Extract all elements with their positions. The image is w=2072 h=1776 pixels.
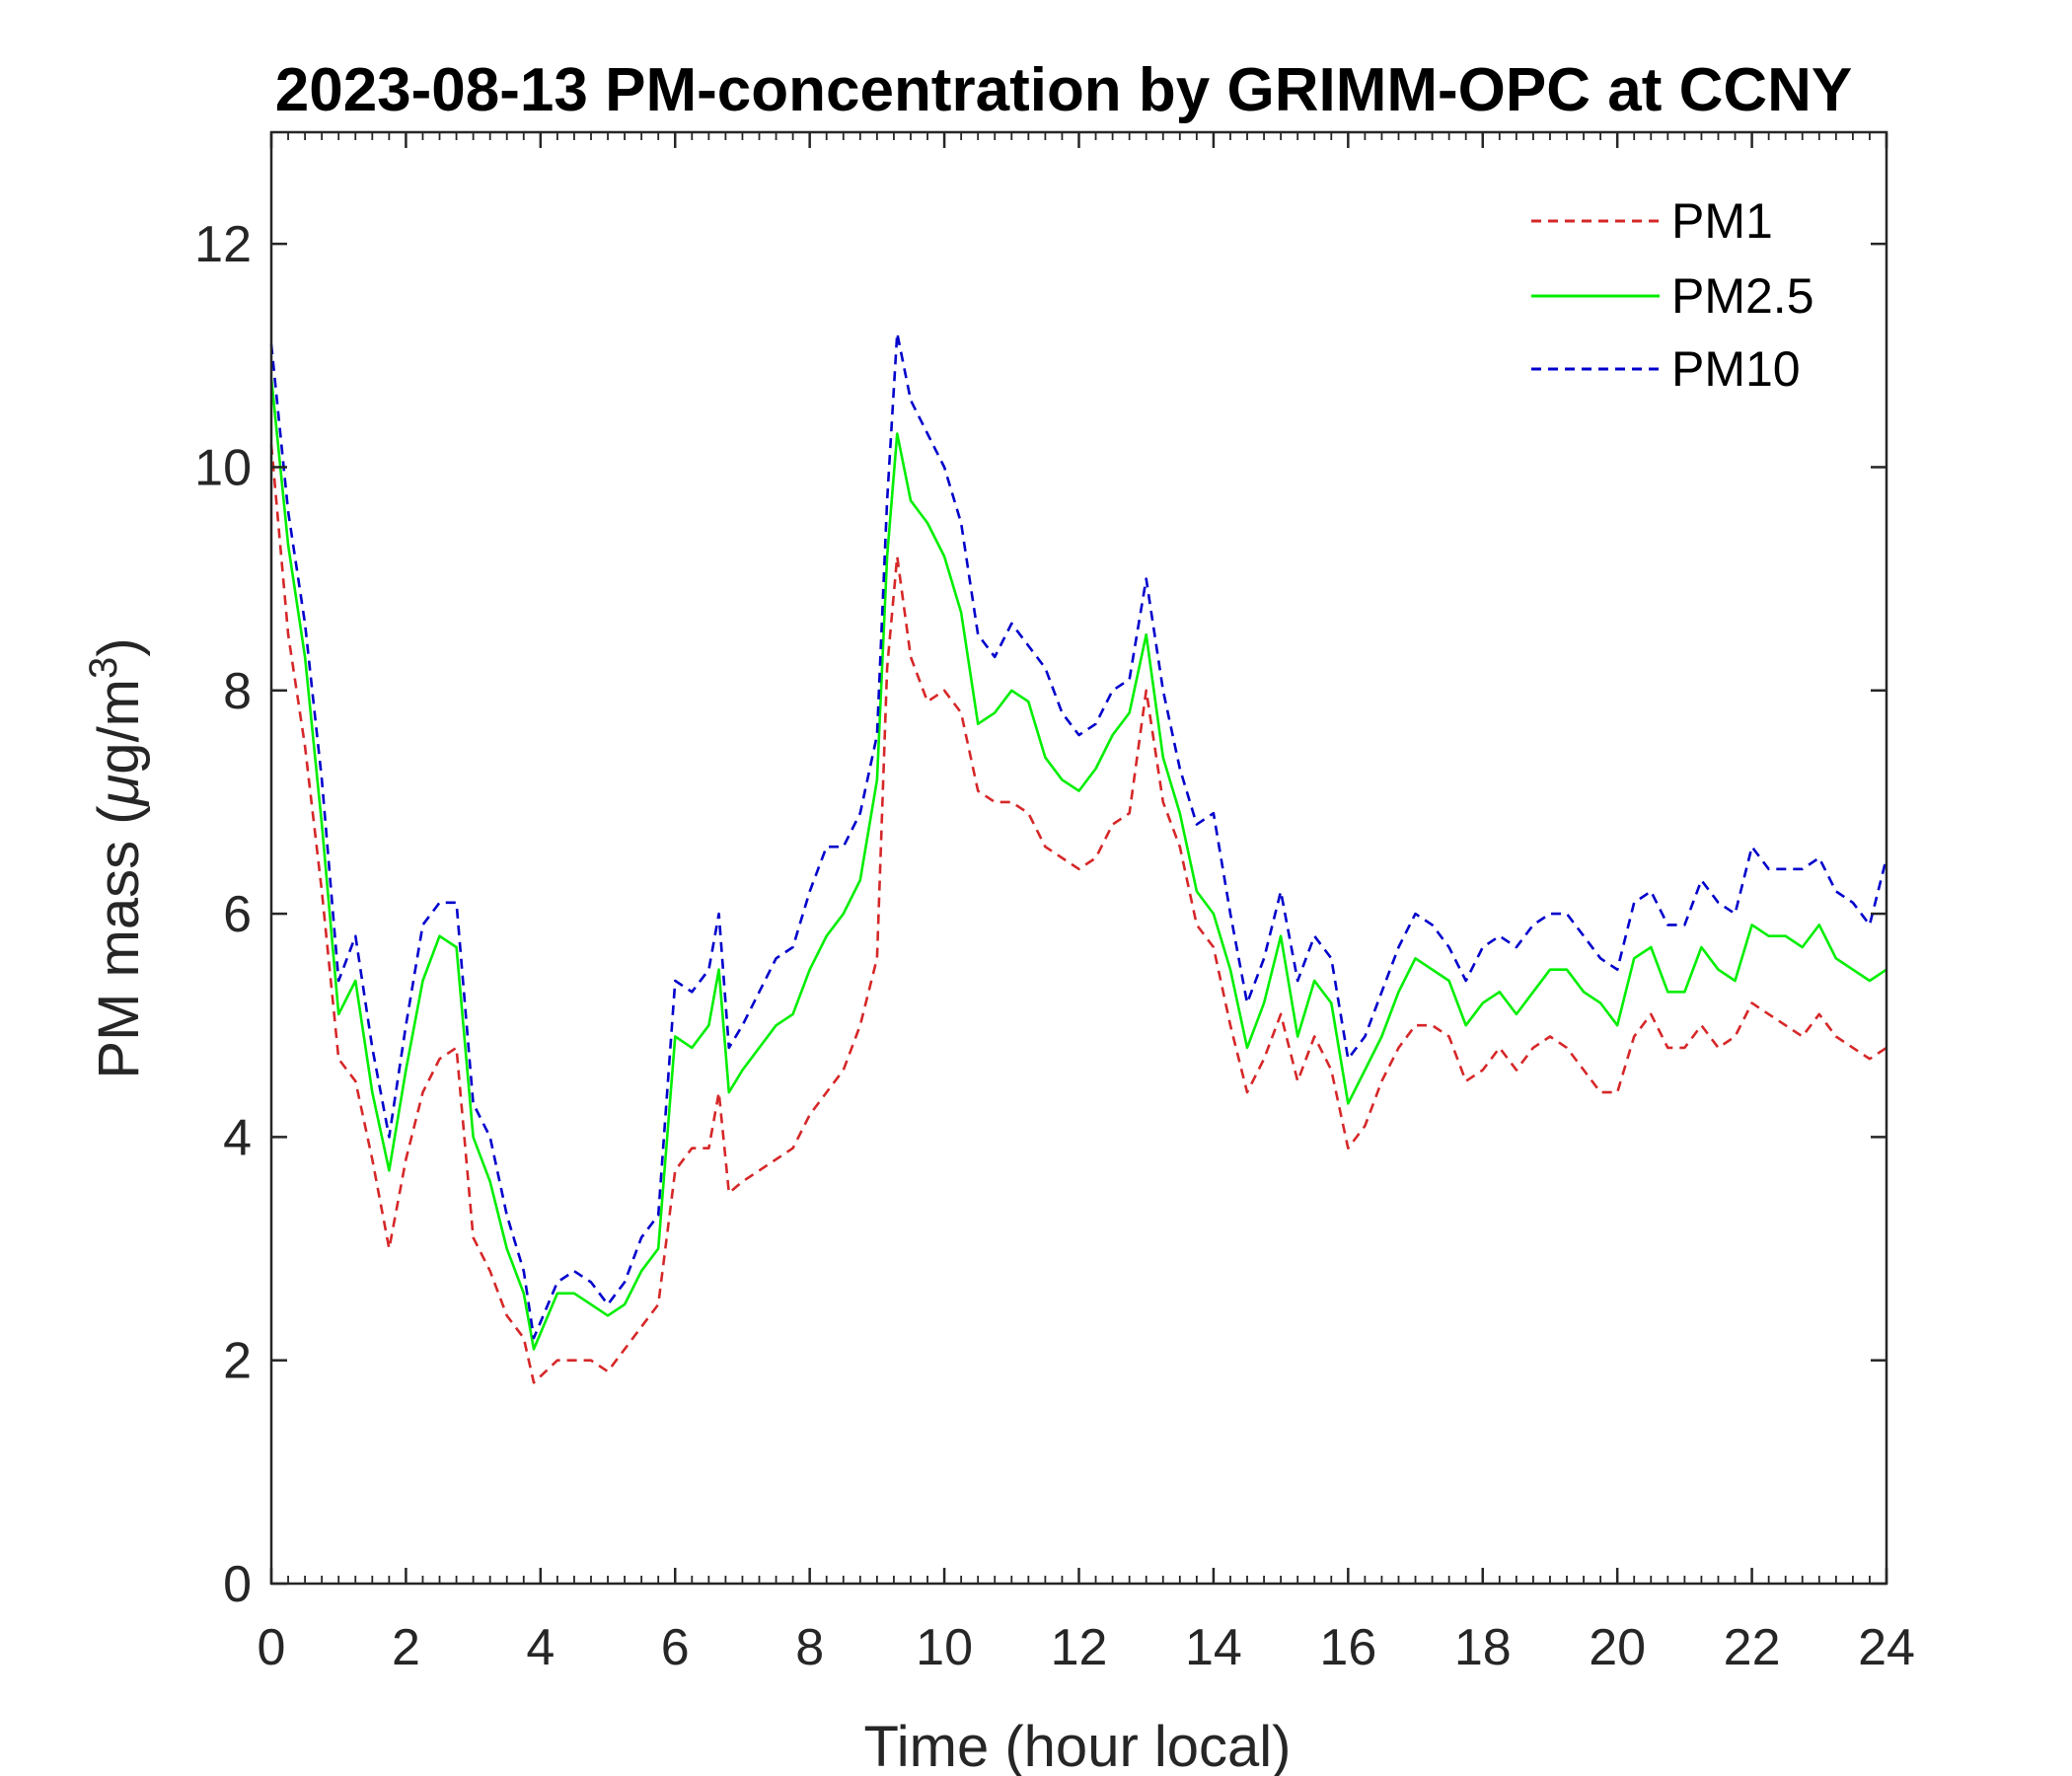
plot-area xyxy=(271,132,1887,1584)
y-tick-label-2: 2 xyxy=(223,1333,252,1390)
y-axis-label-prefix: PM mass ( xyxy=(87,805,151,1078)
legend: PM1 PM2.5 PM10 xyxy=(1531,193,1814,397)
x-tick-label-16: 16 xyxy=(1319,1619,1376,1676)
x-tick-label-14: 14 xyxy=(1185,1619,1242,1676)
y-tick-label-8: 8 xyxy=(223,663,252,720)
x-tick-label-2: 2 xyxy=(392,1619,420,1676)
x-tick-label-10: 10 xyxy=(916,1619,973,1676)
y-axis-label: PM mass (μg/m3) xyxy=(82,637,151,1078)
y-axis-label-unit: g/m xyxy=(87,679,151,775)
series-line-pm1 xyxy=(269,444,1887,1384)
y-tick-label-0: 0 xyxy=(223,1556,252,1613)
x-axis-label: Time (hour local) xyxy=(864,1715,1292,1776)
x-tick-label-8: 8 xyxy=(795,1619,824,1676)
x-tick-label-18: 18 xyxy=(1454,1619,1512,1676)
y-tick-label-10: 10 xyxy=(194,439,252,496)
x-tick-label-20: 20 xyxy=(1589,1619,1646,1676)
y-axis-label-mu: μ xyxy=(87,775,151,808)
series-line-pm2-5 xyxy=(269,377,1887,1351)
legend-label-pm10: PM10 xyxy=(1671,341,1801,397)
y-axis-label-suffix: ) xyxy=(87,637,151,656)
x-tick-label-4: 4 xyxy=(526,1619,555,1676)
y-tick-labels: 0 2 4 6 8 10 12 xyxy=(194,216,252,1613)
y-tick-label-4: 4 xyxy=(223,1109,252,1166)
legend-label-pm1: PM1 xyxy=(1671,193,1773,249)
y-tick-label-12: 12 xyxy=(194,216,252,273)
series-line-pm10 xyxy=(269,332,1888,1340)
x-tick-label-12: 12 xyxy=(1051,1619,1108,1676)
series-layer xyxy=(269,332,1888,1384)
x-tick-label-24: 24 xyxy=(1858,1619,1915,1676)
y-tick-label-6: 6 xyxy=(223,886,252,943)
x-tick-label-6: 6 xyxy=(661,1619,690,1676)
x-tick-label-22: 22 xyxy=(1724,1619,1781,1676)
plot-frame xyxy=(269,130,1888,1586)
y-axis-label-superscript: 3 xyxy=(82,657,125,679)
x-tick-label-0: 0 xyxy=(258,1619,286,1676)
x-tick-labels: 0 2 4 6 8 10 12 14 16 18 20 22 24 xyxy=(258,1619,1915,1676)
chart-title: 2023-08-13 PM-concentration by GRIMM-OPC… xyxy=(275,56,1853,124)
legend-label-pm2-5: PM2.5 xyxy=(1671,268,1814,324)
